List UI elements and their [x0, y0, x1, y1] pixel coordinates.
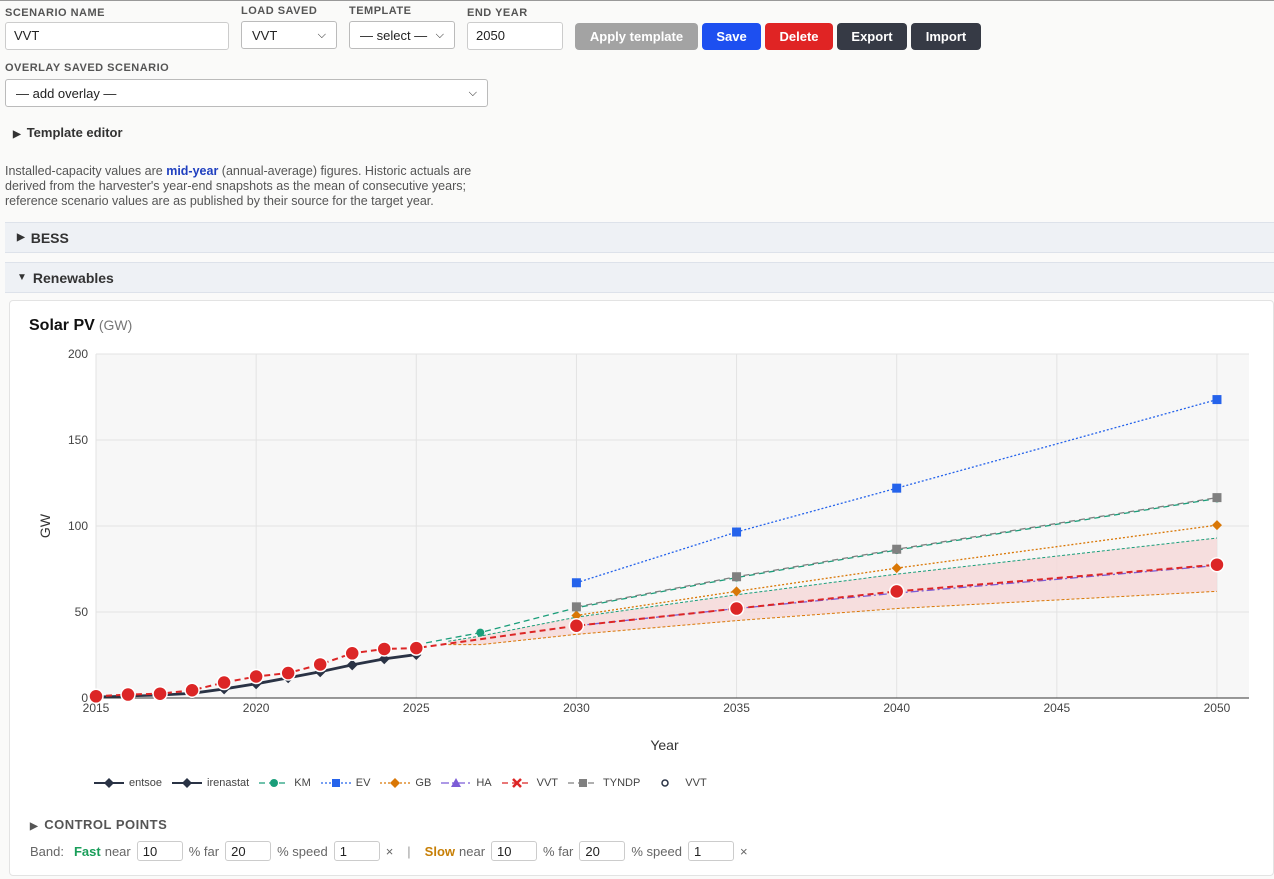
legend-swatch	[380, 778, 411, 788]
template-editor-toggle[interactable]: ▶ Template editor	[13, 125, 123, 140]
legend-label: HA	[476, 777, 492, 789]
overlay-value: — add overlay —	[16, 85, 117, 101]
load-saved-select[interactable]: VVT ⌵	[241, 21, 337, 49]
section-renewables-header[interactable]: ▼ Renewables	[5, 262, 1274, 293]
chart-title-text: Solar PV	[29, 317, 95, 334]
note-text-post: (annual-average) figures. Historic actua…	[5, 164, 472, 208]
load-saved-value: VVT	[252, 27, 278, 43]
band-controls: Band: Fast near 10 % far 20 % speed 1 × …	[30, 840, 748, 862]
caret-right-icon: ▶	[17, 232, 25, 243]
legend-swatch	[441, 778, 472, 787]
slow-near-input[interactable]: 10	[491, 841, 538, 861]
note-text-pre: Installed-capacity values are	[5, 164, 167, 178]
fast-near-label: near	[104, 843, 131, 859]
legend-label: KM	[294, 777, 311, 789]
fast-far-input[interactable]: 20	[225, 841, 272, 861]
legend-item-vvt[interactable]: VVT	[650, 777, 707, 789]
chevron-down-icon: ⌵	[435, 28, 444, 41]
apply-template-button[interactable]: Apply template	[575, 23, 698, 50]
legend-swatch	[172, 778, 203, 788]
fast-far-label: % far	[188, 843, 220, 859]
fast-speed-label: % speed	[277, 843, 328, 859]
overlay-label: OVERLAY SAVED SCENARIO	[5, 62, 170, 74]
legend-item-tyndp[interactable]: TYNDP	[568, 777, 640, 789]
caret-right-icon: ▶	[30, 821, 39, 832]
delete-button[interactable]: Delete	[765, 23, 833, 50]
legend-item-gb[interactable]: GB	[380, 777, 431, 789]
fast-speed-input[interactable]: 1	[333, 841, 380, 861]
section-bess-header[interactable]: ▶ BESS	[5, 222, 1274, 253]
band-label: Band:	[30, 843, 64, 859]
import-button[interactable]: Import	[911, 23, 981, 50]
legend-label: GB	[415, 777, 432, 789]
slow-times-label: ×	[739, 843, 748, 859]
caret-right-icon: ▶	[13, 129, 21, 140]
legend-item-ev[interactable]: EV	[320, 777, 371, 789]
control-points-label: CONTROL POINTS	[44, 817, 168, 832]
save-button[interactable]: Save	[702, 23, 761, 50]
slow-far-input[interactable]: 20	[579, 841, 626, 861]
chart-title: Solar PV (GW)	[29, 317, 132, 335]
band-slow-label: Slow	[424, 843, 456, 859]
top-border	[0, 0, 1274, 1]
load-saved-label: LOAD SAVED	[241, 5, 318, 17]
chart-unit: (GW)	[98, 317, 133, 333]
legend-swatch	[568, 779, 599, 787]
band-separator: |	[407, 843, 411, 859]
slow-speed-label: % speed	[631, 843, 682, 859]
legend-swatch	[661, 779, 670, 787]
end-year-label: END YEAR	[467, 7, 528, 19]
band-fast-label: Fast	[73, 843, 101, 859]
legend-item-ha[interactable]: HA	[441, 777, 492, 789]
legend-swatch	[501, 778, 532, 788]
scenario-name-input[interactable]: VVT	[5, 22, 229, 50]
legend-swatch	[94, 778, 124, 788]
capacity-note: Installed-capacity values are mid-year (…	[5, 164, 495, 209]
control-points-toggle[interactable]: ▶ CONTROL POINTS	[30, 817, 167, 832]
slow-far-label: % far	[543, 843, 574, 859]
chevron-down-icon: ⌵	[317, 28, 326, 41]
legend-swatch	[320, 779, 351, 787]
fast-times-label: ×	[385, 843, 394, 859]
scenario-name-label: SCENARIO NAME	[5, 7, 106, 19]
chevron-down-icon: ⌵	[468, 86, 477, 99]
legend-item-km[interactable]: KM	[259, 777, 311, 789]
template-select[interactable]: — select — ⌵	[349, 21, 455, 49]
slow-near-label: near	[459, 843, 486, 859]
end-year-input[interactable]: 2050	[467, 22, 563, 50]
slow-speed-input[interactable]: 1	[687, 841, 734, 861]
section-renewables-label: Renewables	[32, 269, 114, 286]
fast-near-input[interactable]: 10	[136, 841, 183, 861]
overlay-select[interactable]: — add overlay — ⌵	[5, 79, 488, 107]
caret-down-icon: ▼	[17, 272, 27, 283]
legend-item-vvt[interactable]: VVT	[501, 777, 559, 789]
note-highlight: mid-year	[166, 164, 219, 178]
template-label: TEMPLATE	[349, 5, 412, 17]
legend-item-entsoe[interactable]: entsoe	[94, 777, 162, 789]
legend-label: VVT	[536, 777, 559, 789]
legend-label: entsoe	[129, 777, 163, 789]
chart-legend: entsoe irenastat KM EV GB HA VVT TYNDP VVT	[94, 774, 717, 792]
legend-swatch	[259, 779, 290, 787]
legend-item-irenastat[interactable]: irenastat	[172, 777, 249, 789]
legend-label: VVT	[685, 777, 707, 789]
template-editor-label: Template editor	[26, 125, 123, 140]
legend-label: TYNDP	[603, 777, 641, 789]
legend-label: irenastat	[207, 777, 250, 789]
export-button[interactable]: Export	[837, 23, 907, 50]
legend-label: EV	[355, 777, 371, 789]
template-value: — select —	[360, 27, 428, 43]
section-bess-label: BESS	[30, 229, 69, 246]
